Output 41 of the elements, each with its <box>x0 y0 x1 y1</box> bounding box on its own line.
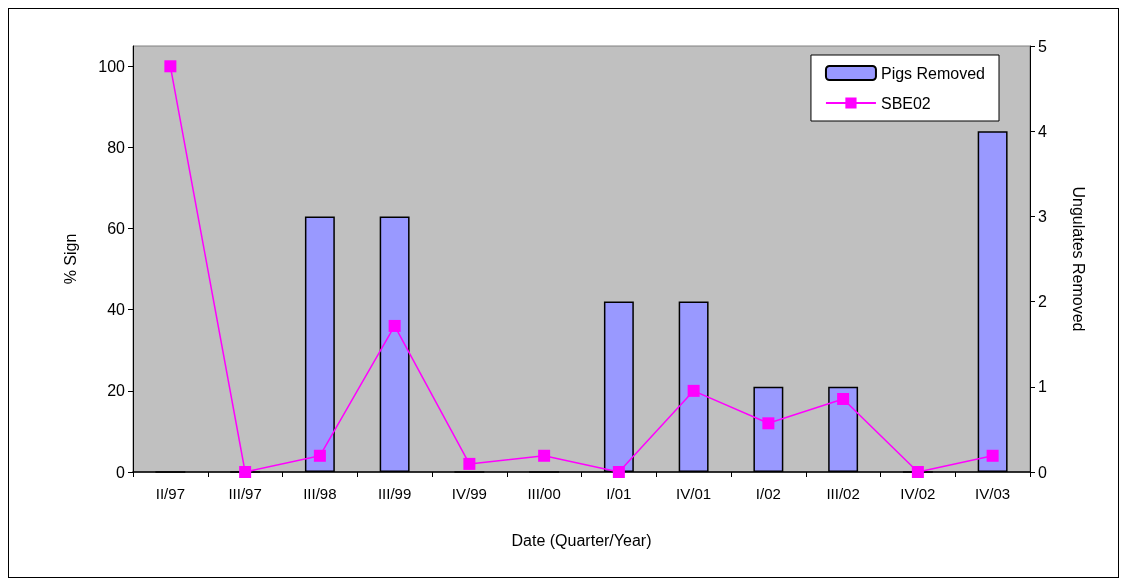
y-tick-label: 0 <box>116 463 126 481</box>
point <box>837 392 850 405</box>
x-tick-label: III/97 <box>228 485 262 502</box>
x-tick-label: IV/99 <box>451 485 487 502</box>
x-tick-label: III/99 <box>377 485 412 502</box>
point <box>538 449 551 462</box>
y2-tick-label: 1 <box>1038 378 1047 396</box>
point <box>687 384 700 397</box>
point <box>986 449 999 462</box>
point <box>164 60 177 73</box>
x-tick-label: IV/01 <box>676 485 712 502</box>
y-tick-label: 40 <box>107 301 126 319</box>
point <box>313 449 326 462</box>
x-tick-label: IV/03 <box>975 485 1011 502</box>
point <box>762 417 775 430</box>
y2-tick-label: 0 <box>1038 463 1047 481</box>
x-tick-label: III/00 <box>527 485 561 502</box>
point <box>239 466 252 478</box>
y-tick-label: 60 <box>107 220 126 238</box>
y2-axis-title: Ungulates Removed <box>1069 186 1087 332</box>
y-tick-label: 80 <box>107 138 126 156</box>
x-tick-label: III/02 <box>826 485 860 502</box>
x-tick-label: III/98 <box>303 485 337 502</box>
point <box>911 466 924 478</box>
x-tick-label: I/02 <box>755 485 781 502</box>
x-tick-label: IV/02 <box>900 485 936 502</box>
point <box>463 457 476 470</box>
y2-tick-label: 3 <box>1038 207 1047 225</box>
y-tick-label: 20 <box>107 382 126 400</box>
y-axis-title: % Sign <box>61 233 79 285</box>
point <box>612 466 625 478</box>
x-tick-label: I/01 <box>606 485 632 502</box>
y2-tick-label: 5 <box>1038 37 1047 55</box>
y-tick-label: 100 <box>98 57 126 75</box>
legend-label: Pigs Removed <box>880 64 985 82</box>
legend-label: SBE02 <box>880 94 931 112</box>
point <box>388 319 401 332</box>
y2-tick-label: 2 <box>1038 293 1047 311</box>
x-axis-title: Date (Quarter/Year) <box>511 531 652 549</box>
y2-tick-label: 4 <box>1038 122 1047 140</box>
x-tick-label: II/97 <box>155 485 185 502</box>
